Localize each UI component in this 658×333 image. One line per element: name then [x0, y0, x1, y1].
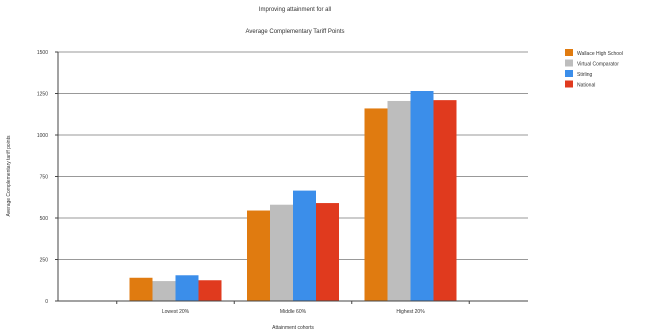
- bar: [316, 203, 339, 301]
- chart-subtitle: Average Complementary Tariff Points: [245, 29, 344, 35]
- legend: Wallace High School Virtual Comparator Sti…: [565, 49, 623, 89]
- bar: [152, 281, 176, 301]
- y-tick-label: 500: [40, 216, 49, 222]
- legend-swatch: [565, 70, 573, 77]
- bar: [129, 277, 153, 301]
- y-axis-ticks: 0 250 500 750 1000 1250 1500: [37, 50, 58, 305]
- bar: [293, 190, 316, 301]
- y-tick-label: 1000: [37, 133, 48, 139]
- legend-swatch: [565, 49, 573, 56]
- bar: [410, 91, 434, 301]
- bar: [247, 210, 270, 301]
- y-tick-label: 1250: [37, 92, 48, 98]
- y-tick-label: 750: [40, 175, 49, 181]
- legend-label: Stirling: [577, 72, 593, 78]
- bar: [270, 204, 293, 301]
- x-tick-label: Lowest 20%: [162, 309, 190, 315]
- x-axis-ticks: Lowest 20% Middle 60% Highest 20%: [116, 301, 470, 315]
- bars: [129, 91, 457, 301]
- bar: [175, 275, 199, 301]
- y-tick-label: 1500: [37, 50, 48, 56]
- y-tick-label: 0: [45, 299, 48, 305]
- legend-swatch: [565, 80, 573, 88]
- chart-title: Improving attainment for all: [259, 7, 331, 13]
- legend-label: Virtual Comparator: [577, 62, 619, 68]
- legend-swatch: [565, 59, 573, 67]
- bar: [364, 108, 388, 301]
- bar: [198, 280, 222, 301]
- y-axis-label: Average Complementary tariff points: [6, 135, 12, 216]
- x-axis-label: Attainment cohorts: [272, 325, 314, 331]
- x-tick-label: Middle 60%: [280, 309, 307, 315]
- y-tick-label: 250: [40, 258, 49, 264]
- bar: [433, 100, 457, 301]
- legend-label: Wallace High School: [577, 51, 623, 57]
- x-tick-label: Highest 20%: [396, 309, 425, 315]
- bar: [387, 100, 411, 301]
- legend-label: National: [577, 83, 595, 89]
